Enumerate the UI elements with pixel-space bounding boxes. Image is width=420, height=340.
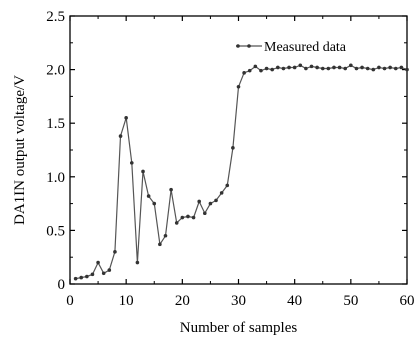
data-point: [270, 67, 275, 72]
data-point: [287, 65, 291, 70]
data-point: [113, 250, 117, 254]
data-point: [197, 199, 201, 204]
data-point: [214, 198, 218, 203]
data-point: [169, 187, 173, 192]
x-tick-label: 10: [119, 293, 134, 309]
data-point: [354, 66, 359, 71]
data-point: [219, 191, 224, 195]
y-tick-label: 1.5: [46, 116, 65, 132]
data-point: [129, 161, 134, 165]
data-point: [236, 84, 241, 89]
data-point: [90, 272, 95, 277]
data-point: [79, 275, 84, 280]
data-point: [146, 194, 151, 198]
data-point: [85, 274, 89, 279]
data-point: [174, 221, 179, 225]
plot-frame: [69, 15, 408, 285]
data-point: [399, 65, 404, 70]
legend: Measured data: [236, 40, 347, 55]
series-line: [75, 64, 408, 280]
data-point: [101, 271, 106, 276]
data-point: [247, 68, 252, 73]
axes: [69, 15, 408, 285]
y-tick-label: 2.0: [46, 63, 65, 79]
data-point: [259, 68, 263, 73]
data-point: [405, 67, 409, 72]
data-point: [298, 63, 303, 68]
data-point: [141, 169, 145, 174]
data-point: [225, 183, 230, 188]
data-point: [349, 63, 353, 68]
x-tick-label: 20: [175, 293, 190, 309]
data-point: [365, 66, 370, 71]
data-point: [124, 116, 128, 120]
data-point: [360, 65, 364, 70]
data-point: [309, 64, 314, 69]
y-axis-title: DA1IN output voltage/V: [12, 75, 28, 225]
data-point: [264, 66, 269, 71]
data-point: [208, 201, 213, 206]
legend-marker: [247, 44, 251, 48]
data-point: [371, 67, 376, 72]
data-point: [332, 65, 336, 70]
data-point: [337, 65, 342, 70]
data-point: [377, 65, 381, 70]
data-point: [393, 66, 398, 71]
data-point: [118, 134, 123, 138]
data-point: [382, 66, 387, 71]
data-point: [242, 71, 246, 75]
tick-marks: [69, 15, 408, 285]
y-tick-label: 0: [58, 277, 66, 293]
x-tick-label: 60: [400, 293, 415, 309]
data-point: [388, 65, 392, 70]
data-point: [292, 65, 297, 70]
y-tick-label: 2.5: [46, 9, 65, 25]
series-layer: [73, 63, 409, 281]
data-point: [304, 66, 308, 71]
data-point: [253, 64, 258, 69]
y-tick-label: 1.0: [46, 170, 65, 186]
data-point: [191, 215, 196, 220]
y-tick-label: 0.5: [46, 223, 65, 239]
data-point: [180, 215, 185, 220]
data-point: [276, 65, 280, 70]
x-tick-label: 0: [66, 293, 74, 309]
data-point: [326, 66, 331, 71]
data-point: [186, 214, 190, 219]
legend-label: Measured data: [264, 40, 347, 55]
data-point: [158, 242, 162, 247]
data-point: [152, 201, 157, 206]
data-point: [315, 65, 319, 70]
legend-marker: [236, 44, 240, 48]
data-point: [96, 260, 100, 265]
x-tick-label: 40: [287, 293, 302, 309]
data-point: [107, 268, 112, 272]
x-axis-title: Number of samples: [180, 320, 298, 336]
data-point: [73, 276, 78, 281]
data-point: [135, 260, 140, 265]
data-point: [320, 66, 325, 71]
x-tick-label: 50: [343, 293, 358, 309]
x-tick-label: 30: [231, 293, 246, 309]
data-point: [231, 146, 235, 150]
data-point: [203, 211, 207, 216]
data-point: [343, 66, 348, 71]
data-point: [281, 66, 286, 71]
tick-labels: 0 10 20 30 40 50 60 0 0.5 1.0 1.5 2.0 2.5: [46, 9, 414, 309]
data-point: [163, 233, 168, 238]
